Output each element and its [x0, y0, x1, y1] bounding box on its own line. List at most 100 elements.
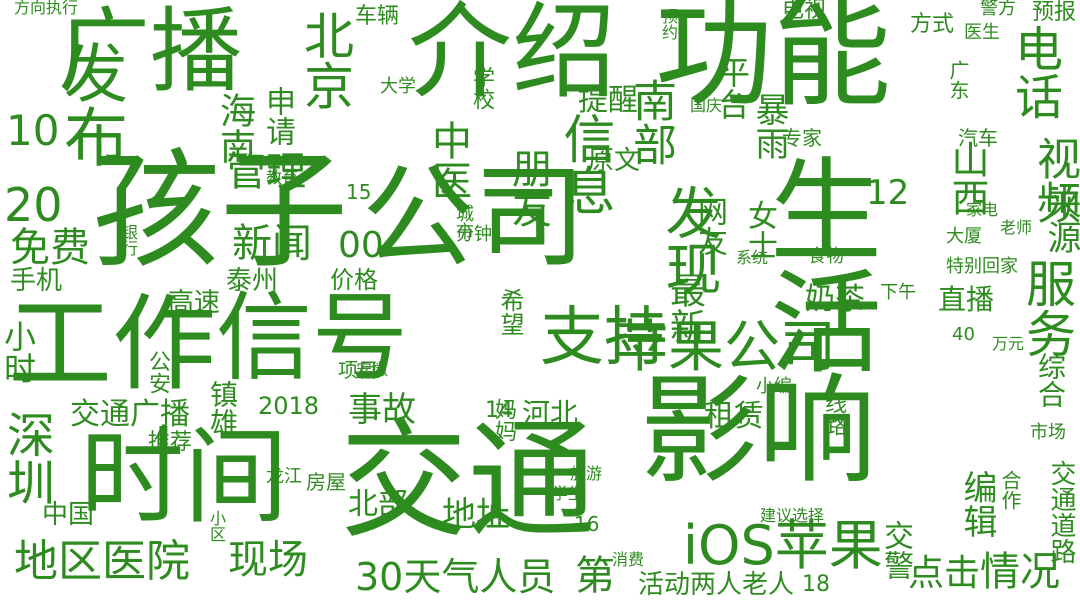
word: 管理 — [226, 149, 306, 195]
word: 服务 — [1018, 258, 1076, 358]
word: 下午 — [880, 282, 916, 303]
word: 活动两人 — [638, 570, 743, 600]
word: 地区医院 — [14, 536, 190, 587]
word: 大厦 — [946, 226, 982, 247]
word: 希望 — [496, 288, 524, 336]
word: 泰州 — [226, 266, 279, 296]
word: 40 — [952, 324, 975, 345]
word: 交通 — [340, 407, 597, 556]
word: 线路 — [821, 392, 846, 436]
word: 12 — [866, 173, 910, 213]
word: 现场 — [228, 537, 308, 583]
word: 编辑 — [957, 470, 997, 538]
word: 方式 — [910, 12, 955, 37]
word: 公安 — [145, 350, 170, 394]
word: 事故 — [348, 390, 416, 430]
word: 15 — [346, 180, 372, 204]
word: 30天气人员 — [355, 555, 556, 599]
word: 原文 — [588, 146, 641, 176]
word: 奶茶 — [805, 282, 865, 317]
word: 支持 — [540, 301, 668, 375]
word: 推荐 — [148, 430, 193, 455]
word: 工作 — [8, 283, 217, 405]
word: 分钟 — [456, 224, 492, 245]
word: 16 — [574, 512, 600, 536]
word: 功能 — [655, 0, 892, 123]
word: 广播 — [58, 0, 243, 105]
word: 情况 — [980, 549, 1060, 595]
word: 申请 — [260, 86, 295, 146]
word: 小时 — [0, 320, 37, 384]
word: 专家 — [782, 126, 822, 150]
word: 10 — [6, 106, 60, 155]
word: 车辆 — [355, 4, 400, 29]
word: 信号 — [216, 282, 408, 394]
word: 大学 — [380, 76, 416, 97]
word: 汽车 — [958, 126, 998, 150]
word: 最新 — [664, 272, 705, 344]
word: 影响 — [640, 362, 877, 500]
word: 预约 — [659, 8, 678, 40]
word: 地址 — [442, 495, 510, 535]
word: 中国 — [42, 500, 95, 530]
word: iOS苹果 — [683, 514, 883, 577]
word: 河北 — [522, 397, 579, 430]
word: 点击 — [908, 553, 981, 594]
word: 电话 — [1006, 24, 1062, 120]
word: 建议选择 — [760, 506, 825, 525]
word: 小编 — [756, 376, 792, 397]
word: 山西 — [945, 140, 989, 216]
word: 2018 — [258, 392, 320, 420]
word: 提醒 — [578, 83, 638, 118]
word: 项目 — [338, 358, 378, 382]
word: 深圳 — [0, 410, 54, 506]
word: 国庆 — [690, 96, 723, 115]
word: 家电 — [966, 200, 999, 219]
word: 教育 — [266, 168, 299, 187]
word: 妈妈 — [491, 398, 516, 442]
word: 生活 — [751, 152, 881, 376]
word: 暴雨 — [749, 92, 789, 160]
word: 消费 — [612, 550, 645, 569]
word: 学生 — [552, 484, 585, 503]
word: 南部 — [625, 78, 676, 166]
word: 交通广播 — [70, 397, 190, 432]
word: 朋友 — [505, 148, 551, 228]
word: 海南 — [214, 92, 255, 164]
word: 万元 — [992, 334, 1025, 353]
word: 苹果公司 — [612, 315, 836, 380]
word: 00 — [338, 225, 384, 266]
word: 高速 — [168, 288, 221, 318]
word: 安徽 — [356, 360, 389, 379]
word: 介绍 — [408, 0, 617, 113]
word: 电视 — [782, 0, 827, 23]
word: 合作 — [998, 470, 1022, 510]
word: 价格 — [330, 266, 378, 294]
word: 方向执行 — [14, 0, 79, 17]
word: 来源 — [1041, 186, 1080, 254]
word: 回家 — [982, 256, 1018, 277]
word: 镇雄 — [206, 380, 239, 436]
word: 14 — [485, 398, 513, 423]
word: 市场 — [1030, 422, 1066, 443]
word: 时间 — [80, 416, 289, 538]
word: 北京 — [296, 10, 354, 110]
word: 女士 — [742, 200, 777, 260]
word: 老师 — [1000, 218, 1033, 237]
word: 交警 — [878, 520, 913, 580]
word: 交通道路 — [1046, 460, 1076, 564]
word: 中医 — [425, 120, 471, 200]
word: 警方 — [980, 0, 1016, 19]
word: 网友 — [692, 196, 727, 256]
word: 公司 — [362, 153, 586, 283]
word: 预报 — [1032, 0, 1077, 25]
word: 发现 — [656, 184, 721, 296]
word: 平台 — [713, 56, 751, 120]
word: 旅游 — [570, 464, 603, 483]
word: 特别 — [946, 256, 982, 277]
word: 食物 — [808, 246, 844, 267]
word: 小区 — [207, 510, 226, 542]
word: 北部 — [348, 487, 408, 522]
word: 第 — [575, 553, 615, 599]
